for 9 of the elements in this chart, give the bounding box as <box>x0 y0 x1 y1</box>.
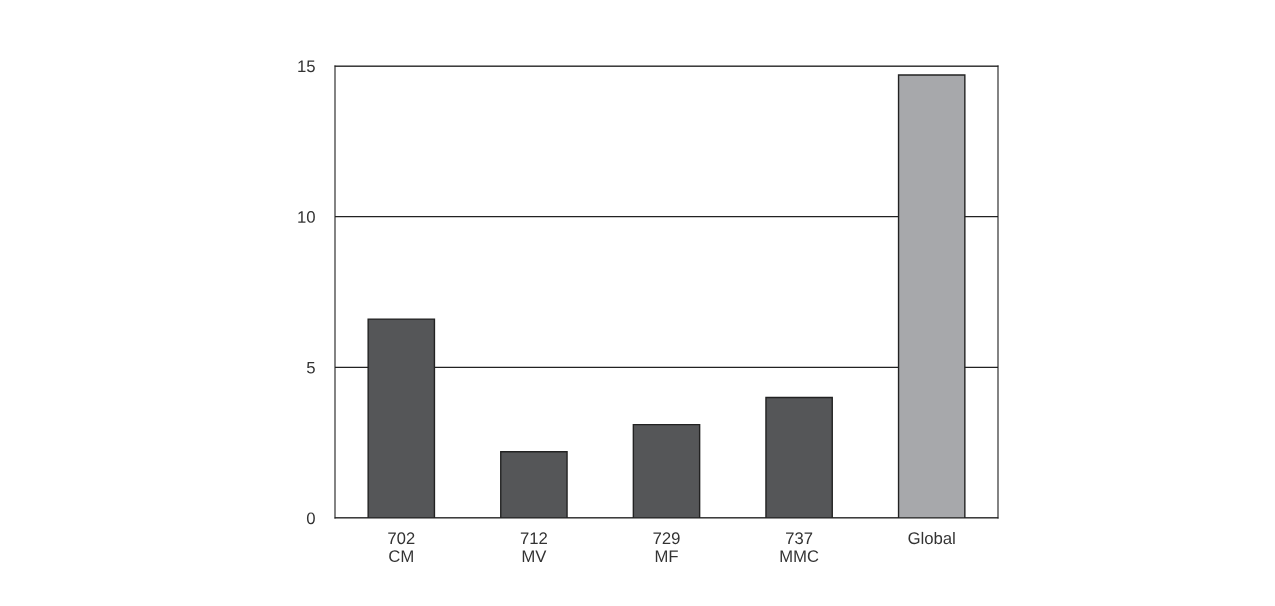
x-tick-label: 702 CM <box>388 532 415 563</box>
y-tick-label: 15 <box>298 60 315 73</box>
y-tick-label: 0 <box>306 512 315 525</box>
x-tick-label: 712 MV <box>520 532 547 562</box>
x-tick-label: Global <box>908 531 955 545</box>
x-tick-label: 737 MMC <box>780 532 819 563</box>
x-tick-label: 729 MF <box>653 532 680 562</box>
y-tick-label: 10 <box>298 211 315 223</box>
y-tick-label: 5 <box>306 361 315 374</box>
